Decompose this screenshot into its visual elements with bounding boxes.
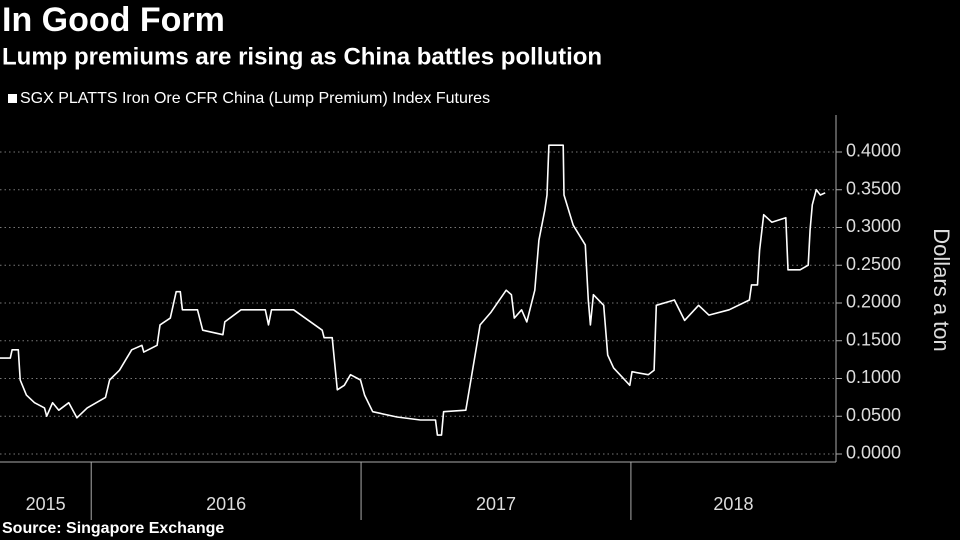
y-tick-label: 0.0500 — [846, 405, 901, 425]
y-tick-label: 0.2000 — [846, 292, 901, 312]
y-tick-label: 0.2500 — [846, 254, 901, 274]
legend-label: SGX PLATTS Iron Ore CFR China (Lump Prem… — [20, 90, 490, 107]
x-tick-label: 2018 — [713, 494, 753, 514]
y-tick-label: 0.3000 — [846, 216, 901, 236]
y-tick-label: 0.3500 — [846, 178, 901, 198]
x-tick-label: 2015 — [26, 494, 66, 514]
y-tick-label: 0.0000 — [846, 443, 901, 463]
chart-subtitle: Lump premiums are rising as China battle… — [2, 43, 602, 70]
data-line — [0, 144, 826, 436]
y-tick-label: 0.1000 — [846, 367, 901, 387]
legend-swatch — [8, 94, 17, 103]
x-tick-label: 2016 — [206, 494, 246, 514]
y-tick-label: 0.1500 — [846, 329, 901, 349]
x-tick-label: 2017 — [476, 494, 516, 514]
chart-title: In Good Form — [2, 1, 225, 39]
y-axis-label: Dollars a ton — [929, 228, 954, 352]
y-tick-label: 0.4000 — [846, 141, 901, 161]
source: Source: Singapore Exchange — [2, 520, 224, 537]
